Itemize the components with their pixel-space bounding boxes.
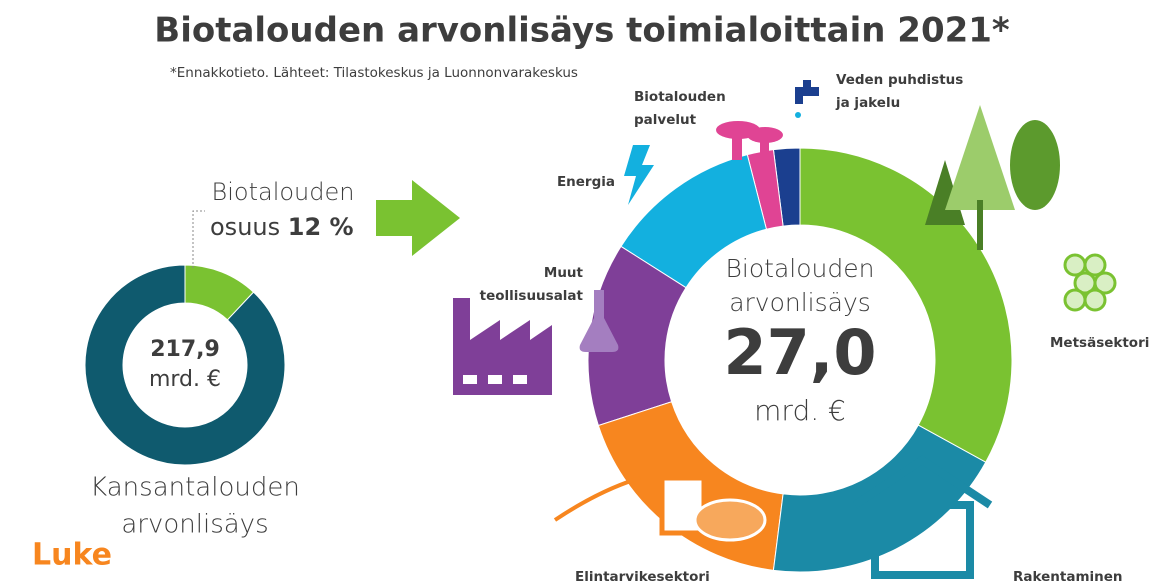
share-label: osuus 12 % xyxy=(210,213,354,241)
center-value: 27,0 xyxy=(724,316,877,389)
energy-icon xyxy=(624,145,654,205)
center-unit: mrd. € xyxy=(754,394,846,427)
segment-label: Elintarvikesektori xyxy=(575,569,710,583)
segment-label: palvelut xyxy=(634,112,697,128)
center-unit: mrd. € xyxy=(149,367,221,392)
infographic: Biotalouden arvonlisäys toimialoittain 2… xyxy=(0,0,1160,583)
caption: arvonlisäys xyxy=(121,510,268,540)
center-value: 217,9 xyxy=(150,337,220,362)
page: {"chart_data": [ {"type": "donut", "titl… xyxy=(0,0,1160,583)
leader xyxy=(193,211,205,268)
segment-label: Muut teollisuusalat xyxy=(480,265,584,304)
subtitle: *Ennakkotieto. Lähteet: Tilastokeskus ja… xyxy=(170,65,578,81)
segment-label: Muut xyxy=(544,265,584,281)
segment-label: Rakentaminen xyxy=(1013,569,1123,583)
segment-label: Biotalouden xyxy=(634,89,726,105)
donut-segment xyxy=(773,425,985,572)
chart-title: Biotalouden arvonlisäys toimialoittain 2… xyxy=(154,11,1010,51)
segment-label: Veden puhdistus xyxy=(836,72,963,88)
segment-label: Veden puhdistus ja jakelu xyxy=(835,72,963,111)
arrow xyxy=(376,180,460,256)
share-label: Biotalouden xyxy=(212,178,355,206)
logo: Luke xyxy=(32,538,112,573)
segment-label: Biotalouden palvelut xyxy=(634,89,726,128)
segment-label: ja jakelu xyxy=(835,95,900,111)
segment-label: Energia xyxy=(557,174,615,190)
share-label: osuus xyxy=(210,213,280,241)
segment-label: teollisuusalat xyxy=(480,288,584,304)
segment-label: Metsäsektori xyxy=(1050,335,1149,351)
center-text: Biotalouden xyxy=(726,254,875,283)
segment-label: Elintarvikesektori xyxy=(575,569,710,583)
segment-label: Metsäsektori xyxy=(1050,335,1149,351)
share-value: 12 % xyxy=(288,213,354,241)
center-text: arvonlisäys xyxy=(729,288,871,317)
tap-icon xyxy=(795,80,819,118)
segment-label: Energia xyxy=(557,174,615,190)
segment-label: Rakentaminen xyxy=(1013,569,1123,583)
caption: Kansantalouden xyxy=(90,473,300,503)
